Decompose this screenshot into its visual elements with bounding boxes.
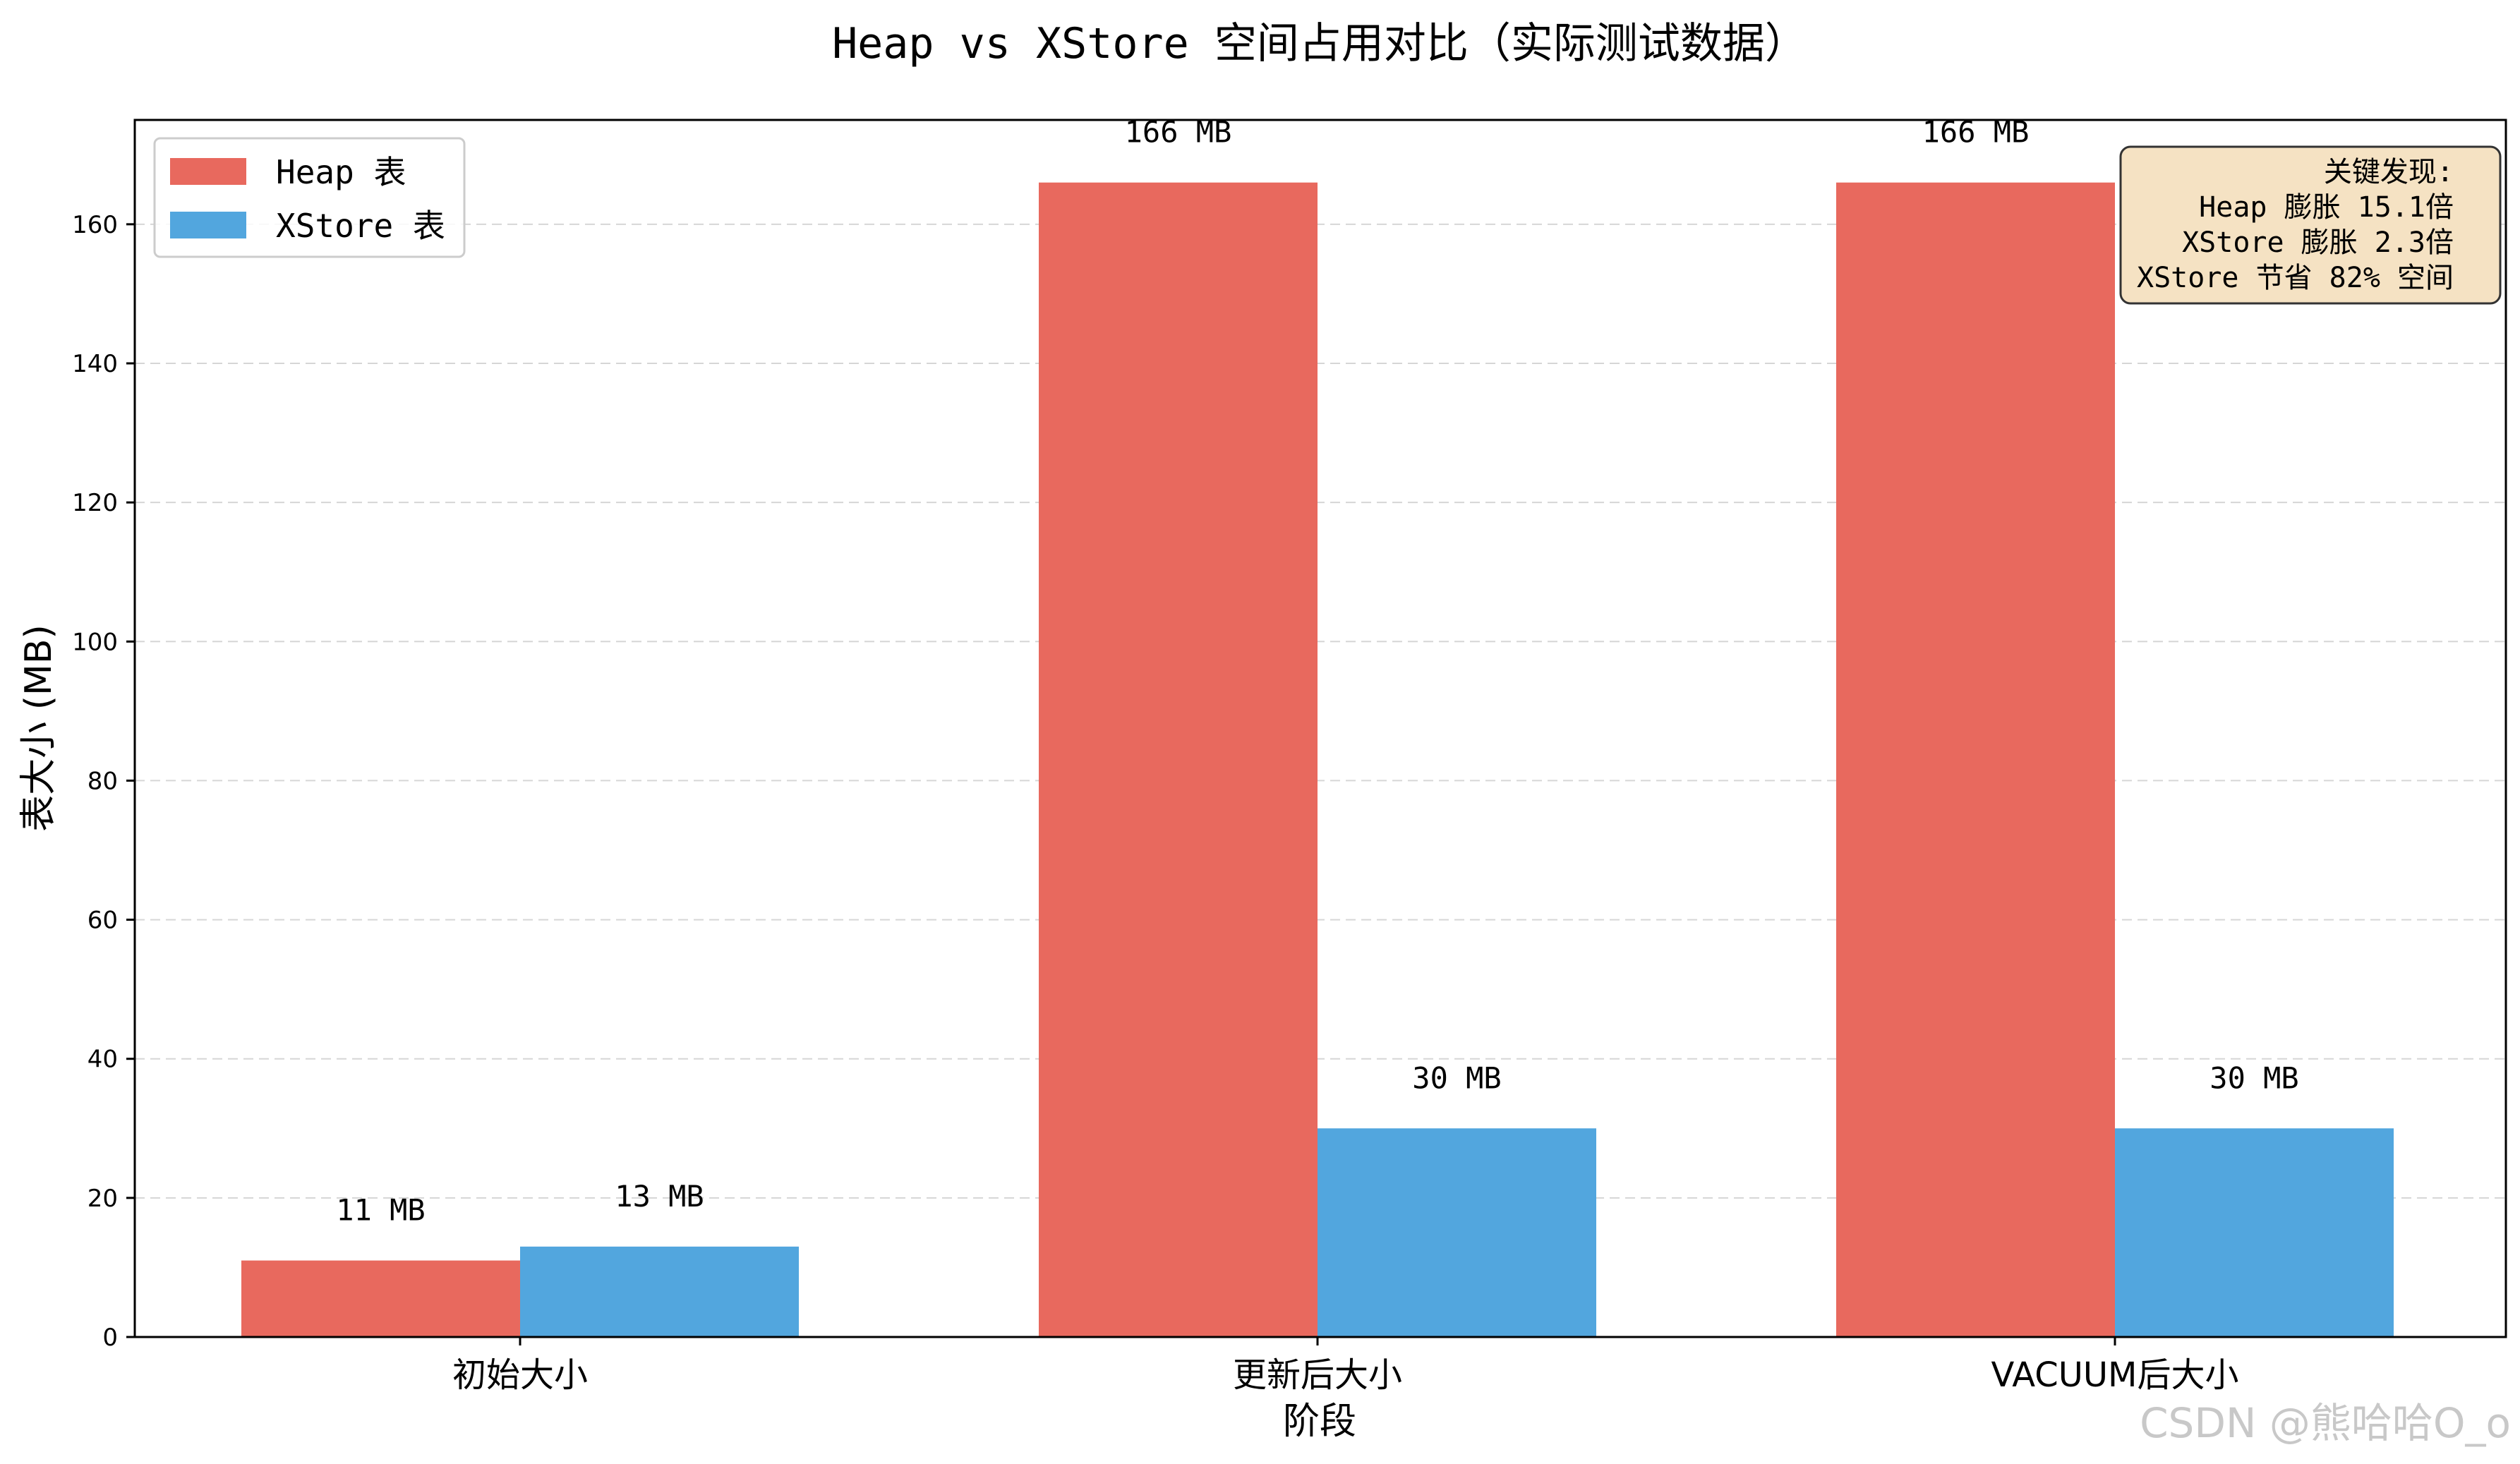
- bar-heap: [1039, 182, 1318, 1337]
- bar-xstore: [1318, 1128, 1596, 1337]
- bar-heap: [241, 1260, 520, 1337]
- y-tick-label: 100: [72, 628, 118, 656]
- bar-value-label: 11 MB: [336, 1193, 425, 1228]
- key-finding-line: Heap 膨胀 15.1倍: [2199, 191, 2454, 224]
- legend-label: XStore 表: [276, 207, 445, 245]
- legend-swatch: [170, 158, 246, 185]
- legend-swatch: [170, 212, 246, 238]
- y-tick-label: 40: [88, 1046, 118, 1074]
- watermark: CSDN @熊哈哈O_o: [2140, 1399, 2511, 1447]
- y-tick-label: 160: [72, 211, 118, 239]
- key-finding-line: 关键发现:: [2324, 156, 2454, 188]
- x-axis-title: 阶段: [1283, 1401, 1356, 1443]
- x-axis: 初始大小 更新后大小 VACUUM后大小: [452, 1337, 2238, 1395]
- x-tick-label: VACUUM后大小: [1991, 1355, 2239, 1395]
- x-tick-label: 初始大小: [452, 1355, 588, 1395]
- y-axis-title: 表大小 (MB): [18, 624, 60, 832]
- y-tick-label: 120: [72, 489, 118, 517]
- bar-value-label: 30 MB: [1412, 1060, 1501, 1095]
- key-finding-line: XStore 膨胀 2.3倍: [2182, 226, 2454, 259]
- y-tick-label: 60: [88, 907, 118, 935]
- key-finding-line: XStore 节省 82% 空间: [2137, 262, 2454, 294]
- bar-xstore: [520, 1246, 799, 1337]
- y-tick-label: 140: [72, 350, 118, 378]
- bar-value-label: 13 MB: [615, 1179, 704, 1214]
- bar-value-label: 30 MB: [2209, 1060, 2298, 1095]
- y-axis: 0 20 40 60 80 100 120 140 160: [72, 211, 135, 1352]
- plot-frame: [133, 119, 2507, 1338]
- legend: Heap 表 XStore 表: [153, 137, 466, 258]
- bar-heap: [1836, 182, 2115, 1337]
- x-tick-label: 更新后大小: [1233, 1355, 1402, 1395]
- gridlines: [135, 223, 2506, 1338]
- chart-title: Heap vs XStore 空间占用对比（实际测试数据）: [832, 19, 1807, 68]
- bars: [241, 182, 2394, 1337]
- y-tick-label: 80: [88, 767, 118, 795]
- key-findings-background: [2119, 145, 2502, 305]
- y-tick-label: 20: [88, 1185, 118, 1213]
- bar-xstore: [2115, 1128, 2394, 1337]
- legend-label: Heap 表: [276, 153, 406, 191]
- y-tick-label: 0: [102, 1324, 118, 1352]
